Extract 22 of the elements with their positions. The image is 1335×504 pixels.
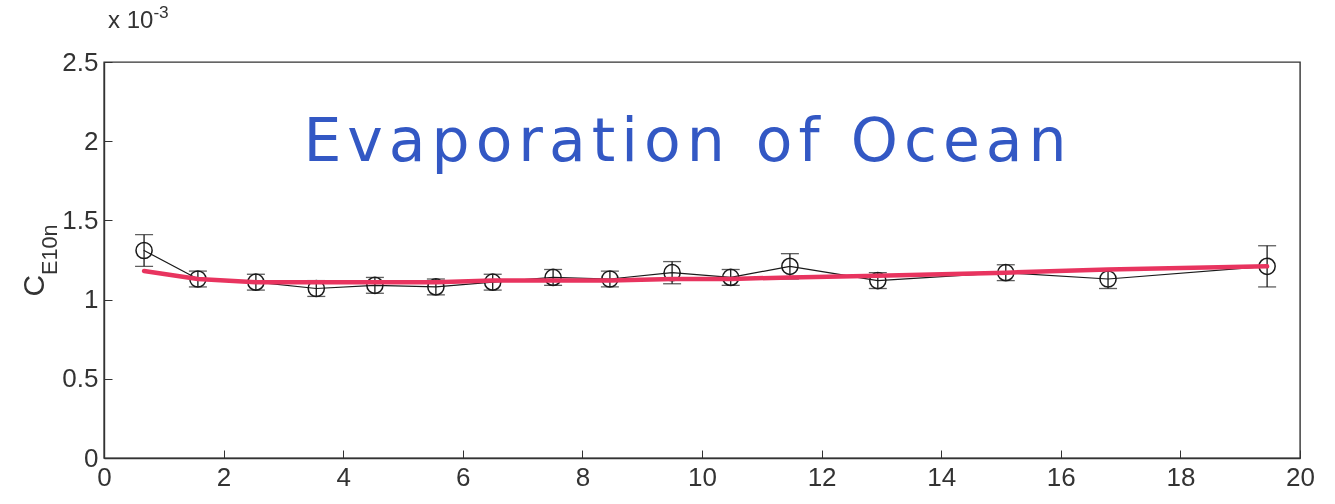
y-tick-label: 1	[84, 284, 99, 315]
point	[1258, 257, 1276, 276]
x-tick-label: 14	[927, 461, 957, 492]
x-tick-label: 8	[575, 461, 591, 492]
y-tick-label: 2.5	[62, 46, 99, 77]
y-tick-label: 2	[84, 125, 99, 156]
text: x 10$^{-3}$	[108, 2, 169, 33]
point	[781, 257, 799, 276]
x-tick-label: 18	[1166, 461, 1196, 492]
x-tick-label: 6	[456, 461, 471, 492]
point	[135, 241, 153, 260]
text: Evaporation of Ocean	[303, 105, 1073, 175]
y-tick-label: 0.5	[62, 363, 99, 394]
x-tick-label: 4	[336, 461, 351, 492]
x-tick-label: 12	[807, 461, 837, 492]
y-tick-label: 1.5	[62, 204, 99, 235]
x-tick-label: 16	[1046, 461, 1076, 492]
x-tick-label: 20	[1286, 461, 1315, 492]
line-series	[141, 264, 1270, 285]
x-tick-label: 2	[216, 461, 232, 492]
y-tick-label: 0	[84, 442, 99, 473]
x-tick-label: 10	[688, 461, 717, 492]
